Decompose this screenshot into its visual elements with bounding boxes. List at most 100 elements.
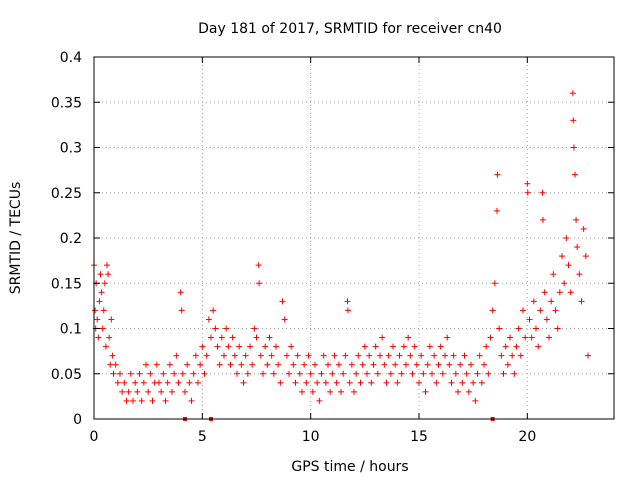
data-point <box>509 352 516 359</box>
data-point <box>242 352 249 359</box>
data-point <box>309 388 316 395</box>
data-point <box>162 397 169 404</box>
data-point <box>307 370 314 377</box>
data-point <box>400 343 407 350</box>
data-point <box>507 334 513 341</box>
data-point <box>385 352 392 359</box>
data-point <box>327 388 334 395</box>
data-point <box>322 379 329 386</box>
data-point <box>374 370 381 377</box>
data-point <box>164 379 171 386</box>
x-tick-label: 15 <box>410 429 428 445</box>
data-point <box>390 343 396 350</box>
y-tick-label: 0.2 <box>60 231 82 247</box>
data-point <box>229 334 236 341</box>
data-point <box>351 388 357 395</box>
data-point <box>556 289 563 296</box>
data-point <box>305 352 312 359</box>
data-point <box>197 361 204 368</box>
data-point <box>515 325 522 332</box>
data-point <box>342 352 349 359</box>
data-point <box>580 225 587 232</box>
data-point <box>465 388 472 395</box>
data-point <box>160 370 167 377</box>
data-point <box>117 370 123 377</box>
data-point <box>292 379 299 386</box>
y-tick-label: 0.1 <box>60 322 82 338</box>
data-point <box>407 352 414 359</box>
data-point <box>364 370 370 377</box>
data-point <box>136 370 143 377</box>
data-point <box>225 343 232 350</box>
data-point <box>277 379 284 386</box>
data-point <box>398 370 405 377</box>
data-point <box>260 370 266 377</box>
data-point <box>582 253 589 260</box>
data-point <box>247 343 253 350</box>
data-point <box>275 361 282 368</box>
data-point <box>236 343 243 350</box>
data-point <box>238 361 245 368</box>
data-point <box>231 352 238 359</box>
data-point <box>573 216 580 223</box>
data-point <box>359 361 366 368</box>
data-point <box>171 370 178 377</box>
data-point <box>153 361 160 368</box>
data-point <box>494 207 500 214</box>
data-point <box>585 352 591 359</box>
y-tick-label: 0.05 <box>51 367 82 383</box>
data-point <box>253 334 260 341</box>
data-point <box>368 379 375 386</box>
data-point <box>513 343 520 350</box>
data-point <box>524 189 531 196</box>
y-tick-label: 0.3 <box>60 141 82 157</box>
data-point <box>476 352 483 359</box>
data-point <box>104 262 110 269</box>
data-point <box>212 325 219 332</box>
data-point <box>268 352 275 359</box>
data-point <box>266 334 273 341</box>
data-point <box>561 280 568 287</box>
y-axis-title: SRMTID / TECUs <box>8 182 24 295</box>
data-point <box>530 298 537 305</box>
data-point <box>102 343 109 350</box>
data-point <box>435 361 442 368</box>
data-point <box>491 280 498 287</box>
data-point <box>218 334 225 341</box>
data-point <box>572 171 578 178</box>
data-point <box>541 289 548 296</box>
data-point <box>244 370 251 377</box>
data-point <box>409 370 416 377</box>
data-point <box>192 352 199 359</box>
data-point <box>546 334 552 341</box>
data-point <box>177 289 184 296</box>
data-point <box>452 370 459 377</box>
data-point <box>411 343 418 350</box>
data-point <box>240 379 247 386</box>
data-point <box>539 189 546 196</box>
data-point <box>190 370 197 377</box>
data-point <box>559 253 565 260</box>
data-point <box>437 343 444 350</box>
data-point <box>97 271 104 278</box>
data-point <box>149 397 156 404</box>
data-point <box>227 361 234 368</box>
y-tick-label: 0 <box>73 412 82 428</box>
data-point <box>294 352 301 359</box>
data-point <box>468 361 474 368</box>
data-point <box>234 370 240 377</box>
data-point <box>179 370 186 377</box>
data-point <box>355 352 362 359</box>
data-point <box>563 235 570 241</box>
data-point <box>320 352 327 359</box>
data-point <box>498 352 505 359</box>
data-point <box>457 361 464 368</box>
data-point <box>100 307 107 314</box>
x-axis-title: GPS time / hours <box>291 459 408 475</box>
data-point <box>214 343 221 350</box>
data-point <box>92 307 99 314</box>
data-point <box>147 370 154 377</box>
data-point <box>569 90 576 97</box>
data-point <box>570 117 577 124</box>
